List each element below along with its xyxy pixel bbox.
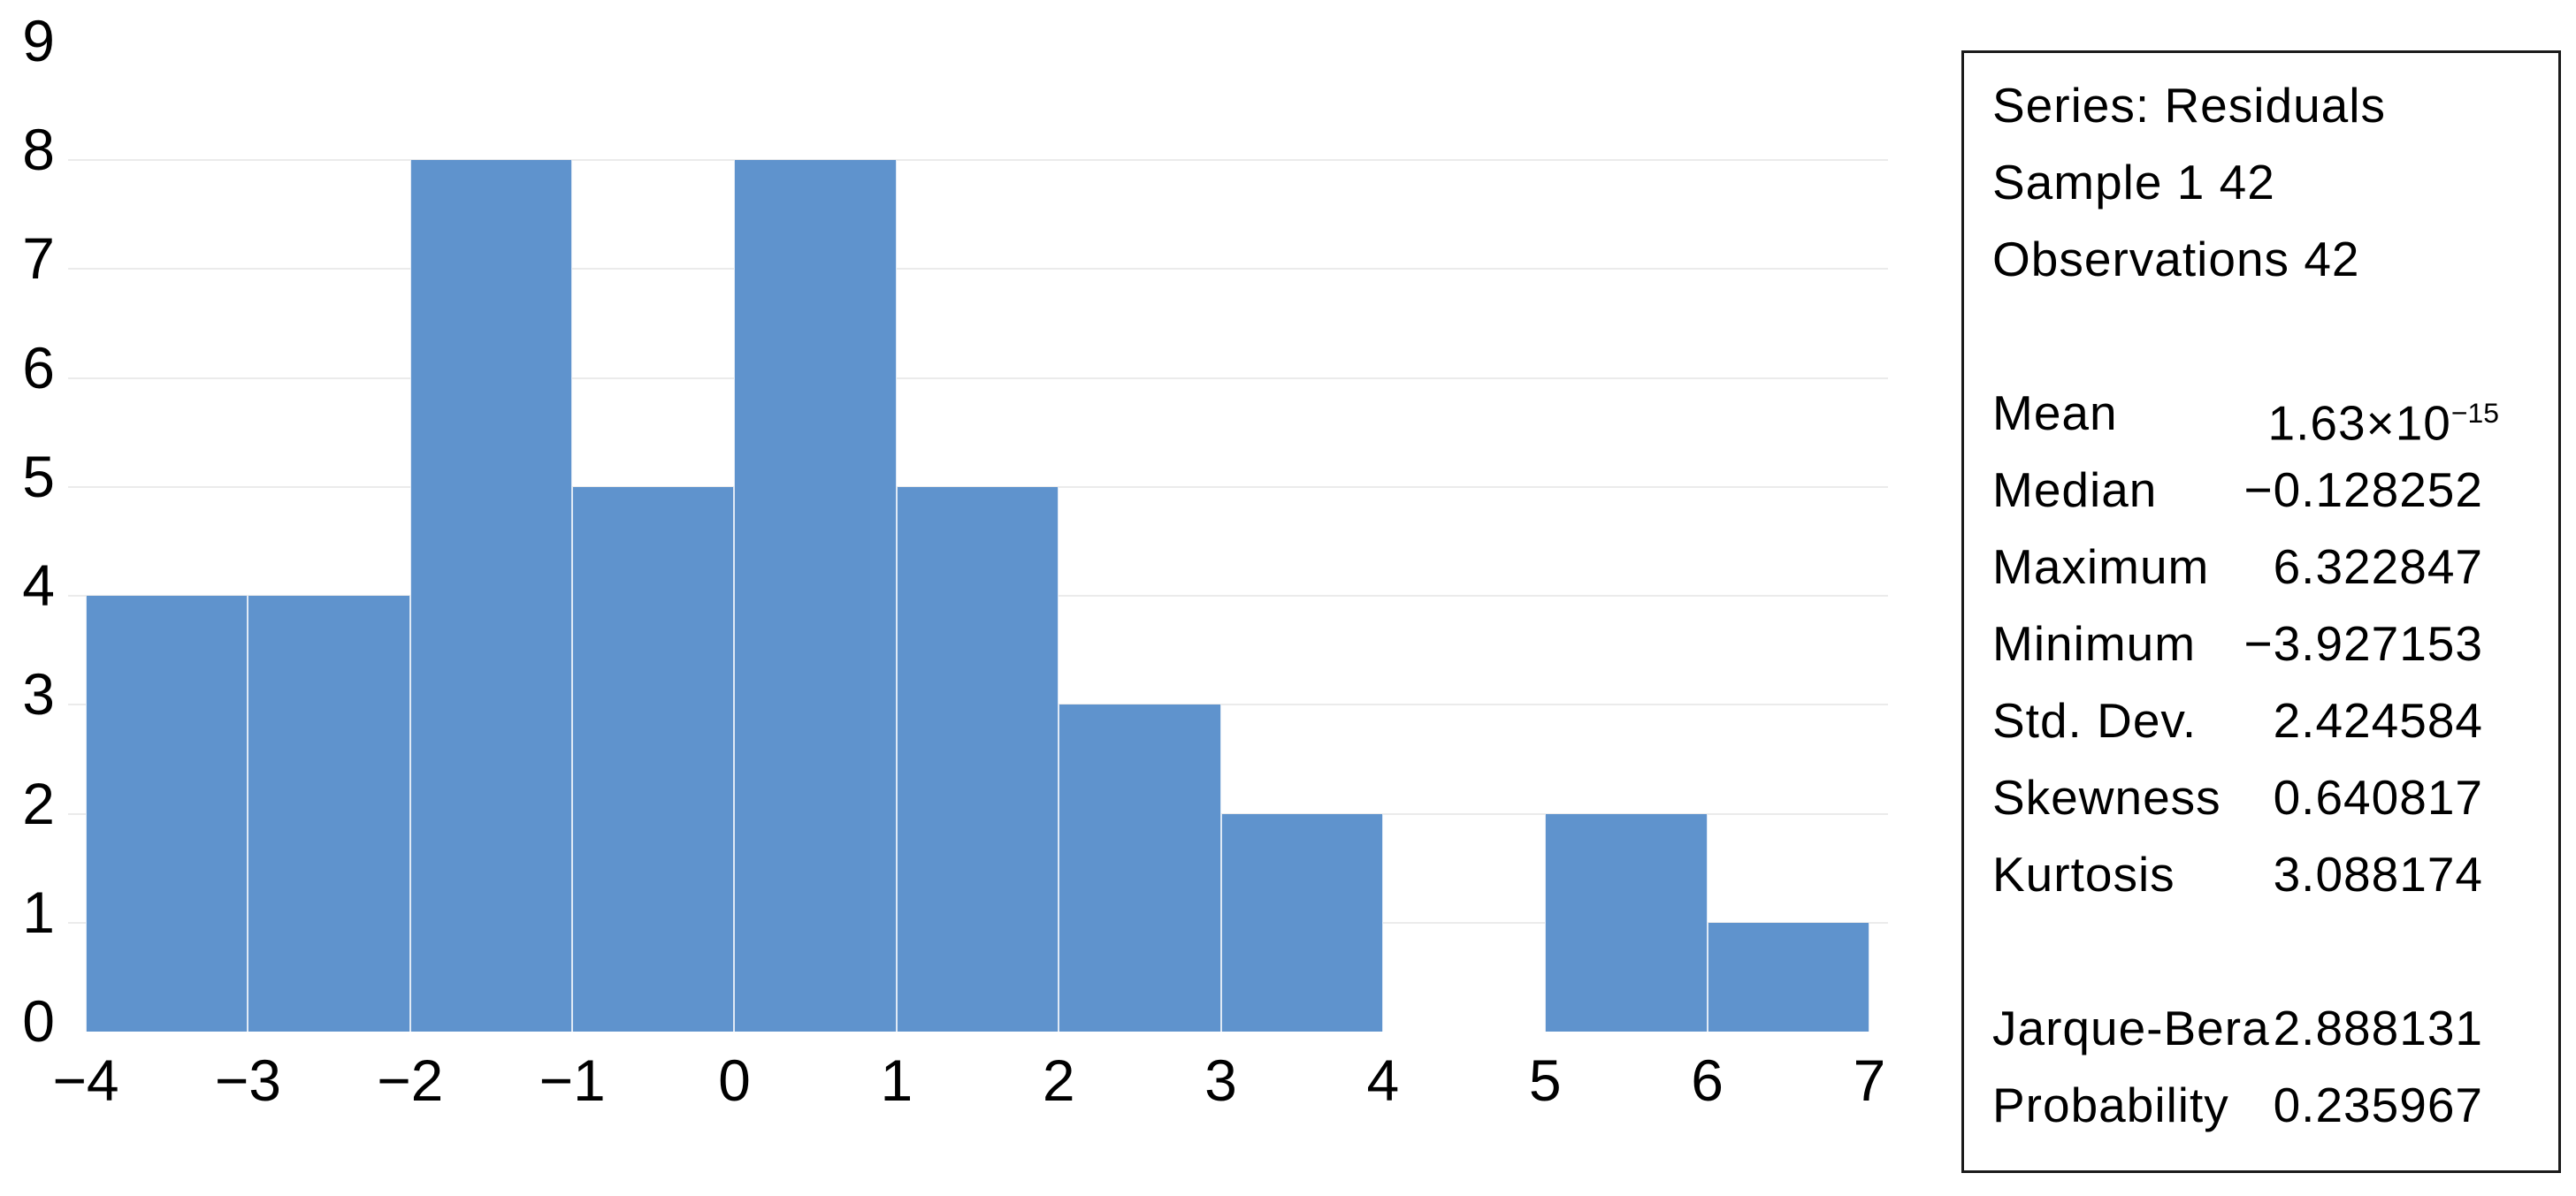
stat-label: Kurtosis [1992, 847, 2175, 902]
histogram-bar [734, 160, 897, 1032]
sample-range: Sample 1 42 [1992, 155, 2275, 209]
stat-row-kurtosis: Kurtosis 3.088174 [1992, 836, 2483, 913]
series-title: Series: Residuals [1992, 78, 2386, 133]
histogram-bar [248, 596, 410, 1032]
y-tick-label: 9 [22, 8, 55, 73]
y-tick-label: 4 [22, 552, 55, 619]
stat-label: Jarque-Bera [1992, 1001, 2270, 1055]
histogram-bar [896, 486, 1059, 1032]
x-tick-label: 5 [1528, 1047, 1562, 1113]
stat-label: Minimum [1992, 616, 2197, 671]
stat-value: 0.235967 [2273, 1078, 2483, 1132]
mean-exponent: −15 [2450, 397, 2499, 429]
gridline [68, 485, 1888, 488]
stat-label: Std. Dev. [1992, 693, 2198, 748]
stat-label: Median [1992, 462, 2158, 517]
stat-value: 0.640817 [2273, 770, 2483, 825]
stat-row-median: Median −0.128252 [1992, 452, 2483, 529]
x-tick-label: 4 [1366, 1047, 1400, 1113]
mean-mantissa: 1.63×10 [2267, 395, 2451, 451]
histogram-bars-layer [86, 51, 1869, 1032]
stat-label: Skewness [1992, 770, 2221, 825]
x-tick-label: 3 [1204, 1047, 1237, 1113]
stat-label: Probability [1992, 1078, 2229, 1132]
gridline [68, 268, 1888, 270]
x-tick-label: 6 [1691, 1047, 1724, 1113]
stat-label: Maximum [1992, 539, 2210, 594]
stat-value: −3.927153 [2243, 616, 2483, 671]
stat-value: −0.128252 [2243, 462, 2483, 517]
x-tick-label: 7 [1853, 1047, 1886, 1113]
stat-row-minimum: Minimum −3.927153 [1992, 606, 2483, 682]
histogram-bar [86, 596, 248, 1032]
observations-count: Observations 42 [1992, 232, 2360, 286]
y-tick-label: 2 [22, 770, 55, 836]
stat-row-skewness: Skewness 0.640817 [1992, 759, 2483, 836]
x-tick-label: −4 [52, 1047, 119, 1113]
gridline [68, 377, 1888, 379]
histogram-bar [1220, 813, 1383, 1032]
stat-value: 2.888131 [2273, 1001, 2483, 1055]
y-tick-label: 0 [22, 988, 55, 1054]
plot-area [68, 51, 1888, 1032]
stats-panel: Series: Residuals Sample 1 42 Observatio… [1961, 50, 2561, 1173]
x-tick-label: 2 [1042, 1047, 1075, 1113]
x-tick-label: −3 [214, 1047, 281, 1113]
stat-row-maximum: Maximum 6.322847 [1992, 529, 2483, 606]
x-tick-label: −2 [377, 1047, 444, 1113]
stat-row-probability: Probability 0.235967 [1992, 1067, 2483, 1144]
x-tick-label: −1 [539, 1047, 606, 1113]
gridline [68, 159, 1888, 162]
histogram-bar [1707, 922, 1869, 1032]
y-tick-label: 3 [22, 661, 55, 728]
stat-label: Mean [1992, 385, 2118, 440]
y-tick-label: 6 [22, 334, 55, 400]
stat-row-mean: Mean 1.63×10−15 [1992, 375, 2499, 452]
stat-row-jarque-bera: Jarque-Bera 2.888131 [1992, 990, 2483, 1067]
histogram-bar [1545, 813, 1708, 1032]
spacer [1992, 298, 2483, 375]
stat-value: 2.424584 [2273, 693, 2483, 748]
stat-row-std-dev: Std. Dev. 2.424584 [1992, 682, 2483, 759]
x-tick-label: 1 [880, 1047, 913, 1113]
y-tick-label: 7 [22, 225, 55, 292]
stat-value: 6.322847 [2273, 539, 2483, 594]
stat-value: 3.088174 [2273, 847, 2483, 902]
x-axis: −4 −3 −2 −1 0 1 2 3 4 5 6 7 [52, 1047, 1885, 1113]
y-tick-label: 8 [22, 117, 55, 183]
y-tick-label: 5 [22, 443, 55, 509]
histogram-bar [1059, 705, 1221, 1032]
y-tick-label: 1 [22, 879, 55, 945]
histogram-bar [409, 160, 573, 1032]
spacer [1992, 913, 2483, 990]
x-tick-label: 0 [718, 1047, 751, 1113]
histogram-bar [572, 486, 735, 1032]
stat-value: 1.63×10−15 [2268, 375, 2499, 452]
